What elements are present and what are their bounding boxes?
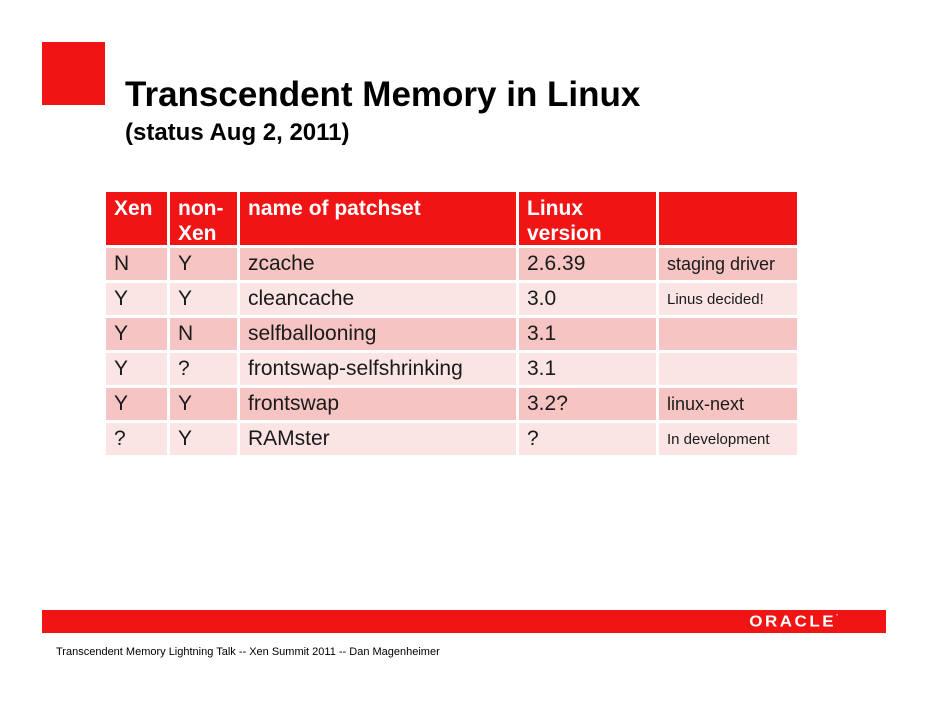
column-header-notes <box>659 192 797 245</box>
cell-linux-version: 2.6.39 <box>519 248 656 280</box>
cell-xen: N <box>106 248 167 280</box>
cell-xen: Y <box>106 318 167 350</box>
column-header-non-xen: non-Xen <box>170 192 237 245</box>
cell-note: linux-next <box>659 388 797 420</box>
page-title: Transcendent Memory in Linux <box>125 75 641 114</box>
red-accent-square <box>42 42 105 105</box>
cell-xen: Y <box>106 353 167 385</box>
cell-linux-version: 3.1 <box>519 318 656 350</box>
cell-note: staging driver <box>659 248 797 280</box>
cell-linux-version: 3.0 <box>519 283 656 315</box>
cell-patchset: frontswap-selfshrinking <box>240 353 516 385</box>
cell-note: Linus decided! <box>659 283 797 315</box>
cell-non-xen: Y <box>170 248 237 280</box>
cell-patchset: RAMster <box>240 423 516 455</box>
cell-patchset: zcache <box>240 248 516 280</box>
page-subtitle: (status Aug 2, 2011) <box>125 118 350 146</box>
column-header-xen: Xen <box>106 192 167 245</box>
cell-non-xen: Y <box>170 423 237 455</box>
cell-patchset: selfballooning <box>240 318 516 350</box>
column-header-patchset: name of patchset <box>240 192 516 245</box>
title-block: Transcendent Memory in Linux (status Aug… <box>125 75 641 146</box>
cell-non-xen: Y <box>170 283 237 315</box>
oracle-logo-text: ORACLE <box>749 612 837 631</box>
column-header-non-xen-label: non-Xen <box>178 197 224 245</box>
cell-xen: Y <box>106 388 167 420</box>
cell-note <box>659 353 797 385</box>
footer-note: Transcendent Memory Lightning Talk -- Xe… <box>56 646 440 658</box>
cell-note <box>659 318 797 350</box>
cell-non-xen: N <box>170 318 237 350</box>
column-header-linux-version: Linux version <box>519 192 656 245</box>
cell-non-xen: ? <box>170 353 237 385</box>
cell-linux-version: 3.1 <box>519 353 656 385</box>
cell-non-xen: Y <box>170 388 237 420</box>
cell-note: In development <box>659 423 797 455</box>
cell-xen: Y <box>106 283 167 315</box>
cell-xen: ? <box>106 423 167 455</box>
footer-bar: ORACLE’ <box>42 610 886 633</box>
cell-linux-version: 3.2? <box>519 388 656 420</box>
oracle-logo: ORACLE’ <box>749 614 838 630</box>
cell-patchset: cleancache <box>240 283 516 315</box>
cell-linux-version: ? <box>519 423 656 455</box>
cell-patchset: frontswap <box>240 388 516 420</box>
column-header-linux-version-label: Linux version <box>527 197 602 245</box>
oracle-trademark-mark: ’ <box>836 613 838 621</box>
patchset-table: Xen non-Xen name of patchset Linux versi… <box>106 192 797 455</box>
